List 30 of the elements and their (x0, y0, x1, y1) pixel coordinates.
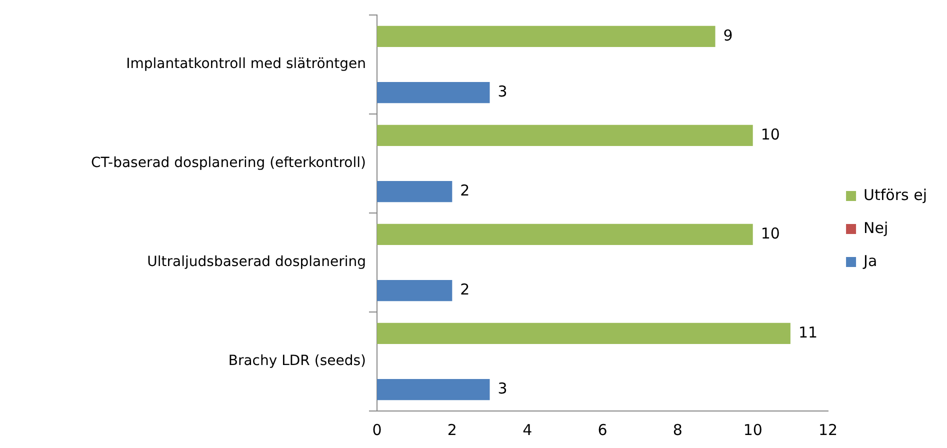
data-label: 3 (498, 379, 508, 398)
x-tick-label: 10 (743, 420, 762, 439)
bar (377, 280, 452, 302)
bar (377, 26, 716, 47)
y-tick-label: Ultraljudsbaserad dosplanering (147, 254, 366, 270)
data-label: 2 (460, 181, 470, 200)
bar (377, 82, 490, 104)
y-tick-label: Brachy LDR (seeds) (228, 353, 366, 370)
data-label: 2 (460, 280, 470, 298)
data-label: 9 (723, 26, 733, 44)
bar (377, 181, 452, 202)
data-label: 11 (798, 323, 818, 342)
bar (377, 322, 790, 344)
bar (377, 224, 753, 245)
legend-label: Utförs ej (864, 186, 928, 204)
bar (377, 379, 490, 400)
x-tick-label: 0 (372, 420, 382, 439)
x-tick-label: 4 (522, 420, 532, 439)
x-tick-label: 12 (818, 420, 838, 439)
data-label: 10 (760, 125, 780, 144)
x-tick-label: 6 (598, 420, 608, 439)
data-label: 10 (760, 224, 780, 242)
legend-label: Ja (862, 252, 878, 270)
y-tick-label: CT-baserad dosplanering (efterkontroll) (91, 155, 366, 172)
x-tick-label: 2 (447, 420, 457, 439)
legend-label: Nej (864, 218, 888, 237)
bar (377, 124, 753, 146)
data-label: 3 (498, 82, 508, 100)
x-tick-label: 8 (672, 420, 682, 439)
y-tick-label: Implantatkontroll med slätröntgen (126, 56, 366, 72)
